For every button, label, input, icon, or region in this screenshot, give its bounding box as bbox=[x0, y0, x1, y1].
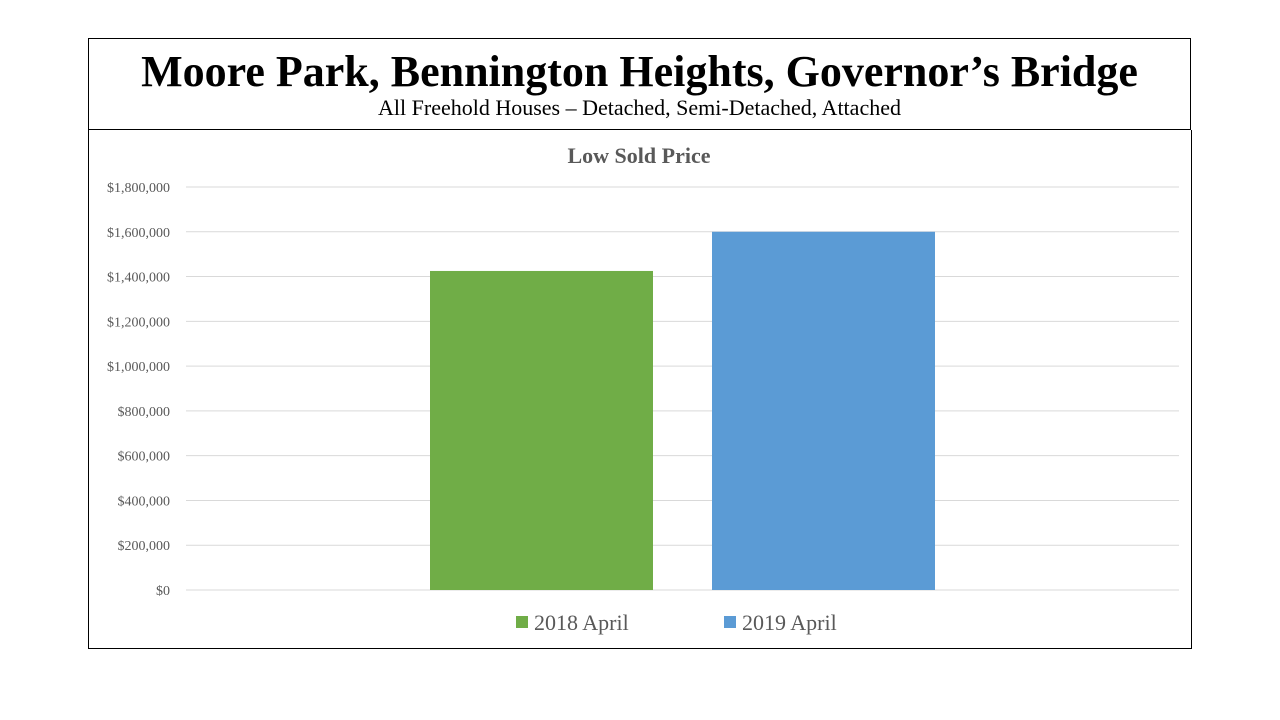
bar-2018-april bbox=[430, 270, 653, 590]
legend-label: 2019 April bbox=[742, 610, 837, 635]
y-axis-ticks: $0 $200,000 $400,000 $600,000 $800,000 $1,000… bbox=[107, 181, 170, 599]
chart-container: Low Sold Price $0 $200,000 $400,000 $600,00… bbox=[88, 130, 1192, 649]
legend-label: 2018 April bbox=[534, 610, 629, 635]
y-tick-label: $400,000 bbox=[118, 494, 171, 509]
y-tick-label: $1,600,000 bbox=[107, 226, 170, 241]
page-title: Moore Park, Bennington Heights, Governor… bbox=[141, 47, 1138, 96]
y-tick-label: $1,800,000 bbox=[107, 181, 170, 196]
bar-2019-april bbox=[712, 231, 935, 590]
bar-chart: Low Sold Price $0 $200,000 $400,000 $600,00… bbox=[107, 143, 1179, 635]
bars bbox=[430, 231, 935, 590]
chart-title: Low Sold Price bbox=[568, 143, 711, 168]
legend-swatch bbox=[724, 616, 736, 628]
y-tick-label: $600,000 bbox=[118, 450, 171, 465]
y-tick-label: $200,000 bbox=[118, 539, 171, 554]
y-tick-label: $0 bbox=[156, 584, 170, 599]
legend-swatch bbox=[516, 616, 528, 628]
y-tick-label: $800,000 bbox=[118, 405, 171, 420]
page-subtitle: All Freehold Houses – Detached, Semi-Det… bbox=[378, 95, 901, 120]
y-tick-label: $1,400,000 bbox=[107, 271, 170, 286]
y-tick-label: $1,000,000 bbox=[107, 360, 170, 375]
gridlines bbox=[186, 186, 1179, 591]
legend: 2018 April 2019 April bbox=[516, 610, 837, 635]
title-box: Moore Park, Bennington Heights, Governor… bbox=[88, 38, 1191, 130]
y-tick-label: $1,200,000 bbox=[107, 315, 170, 330]
